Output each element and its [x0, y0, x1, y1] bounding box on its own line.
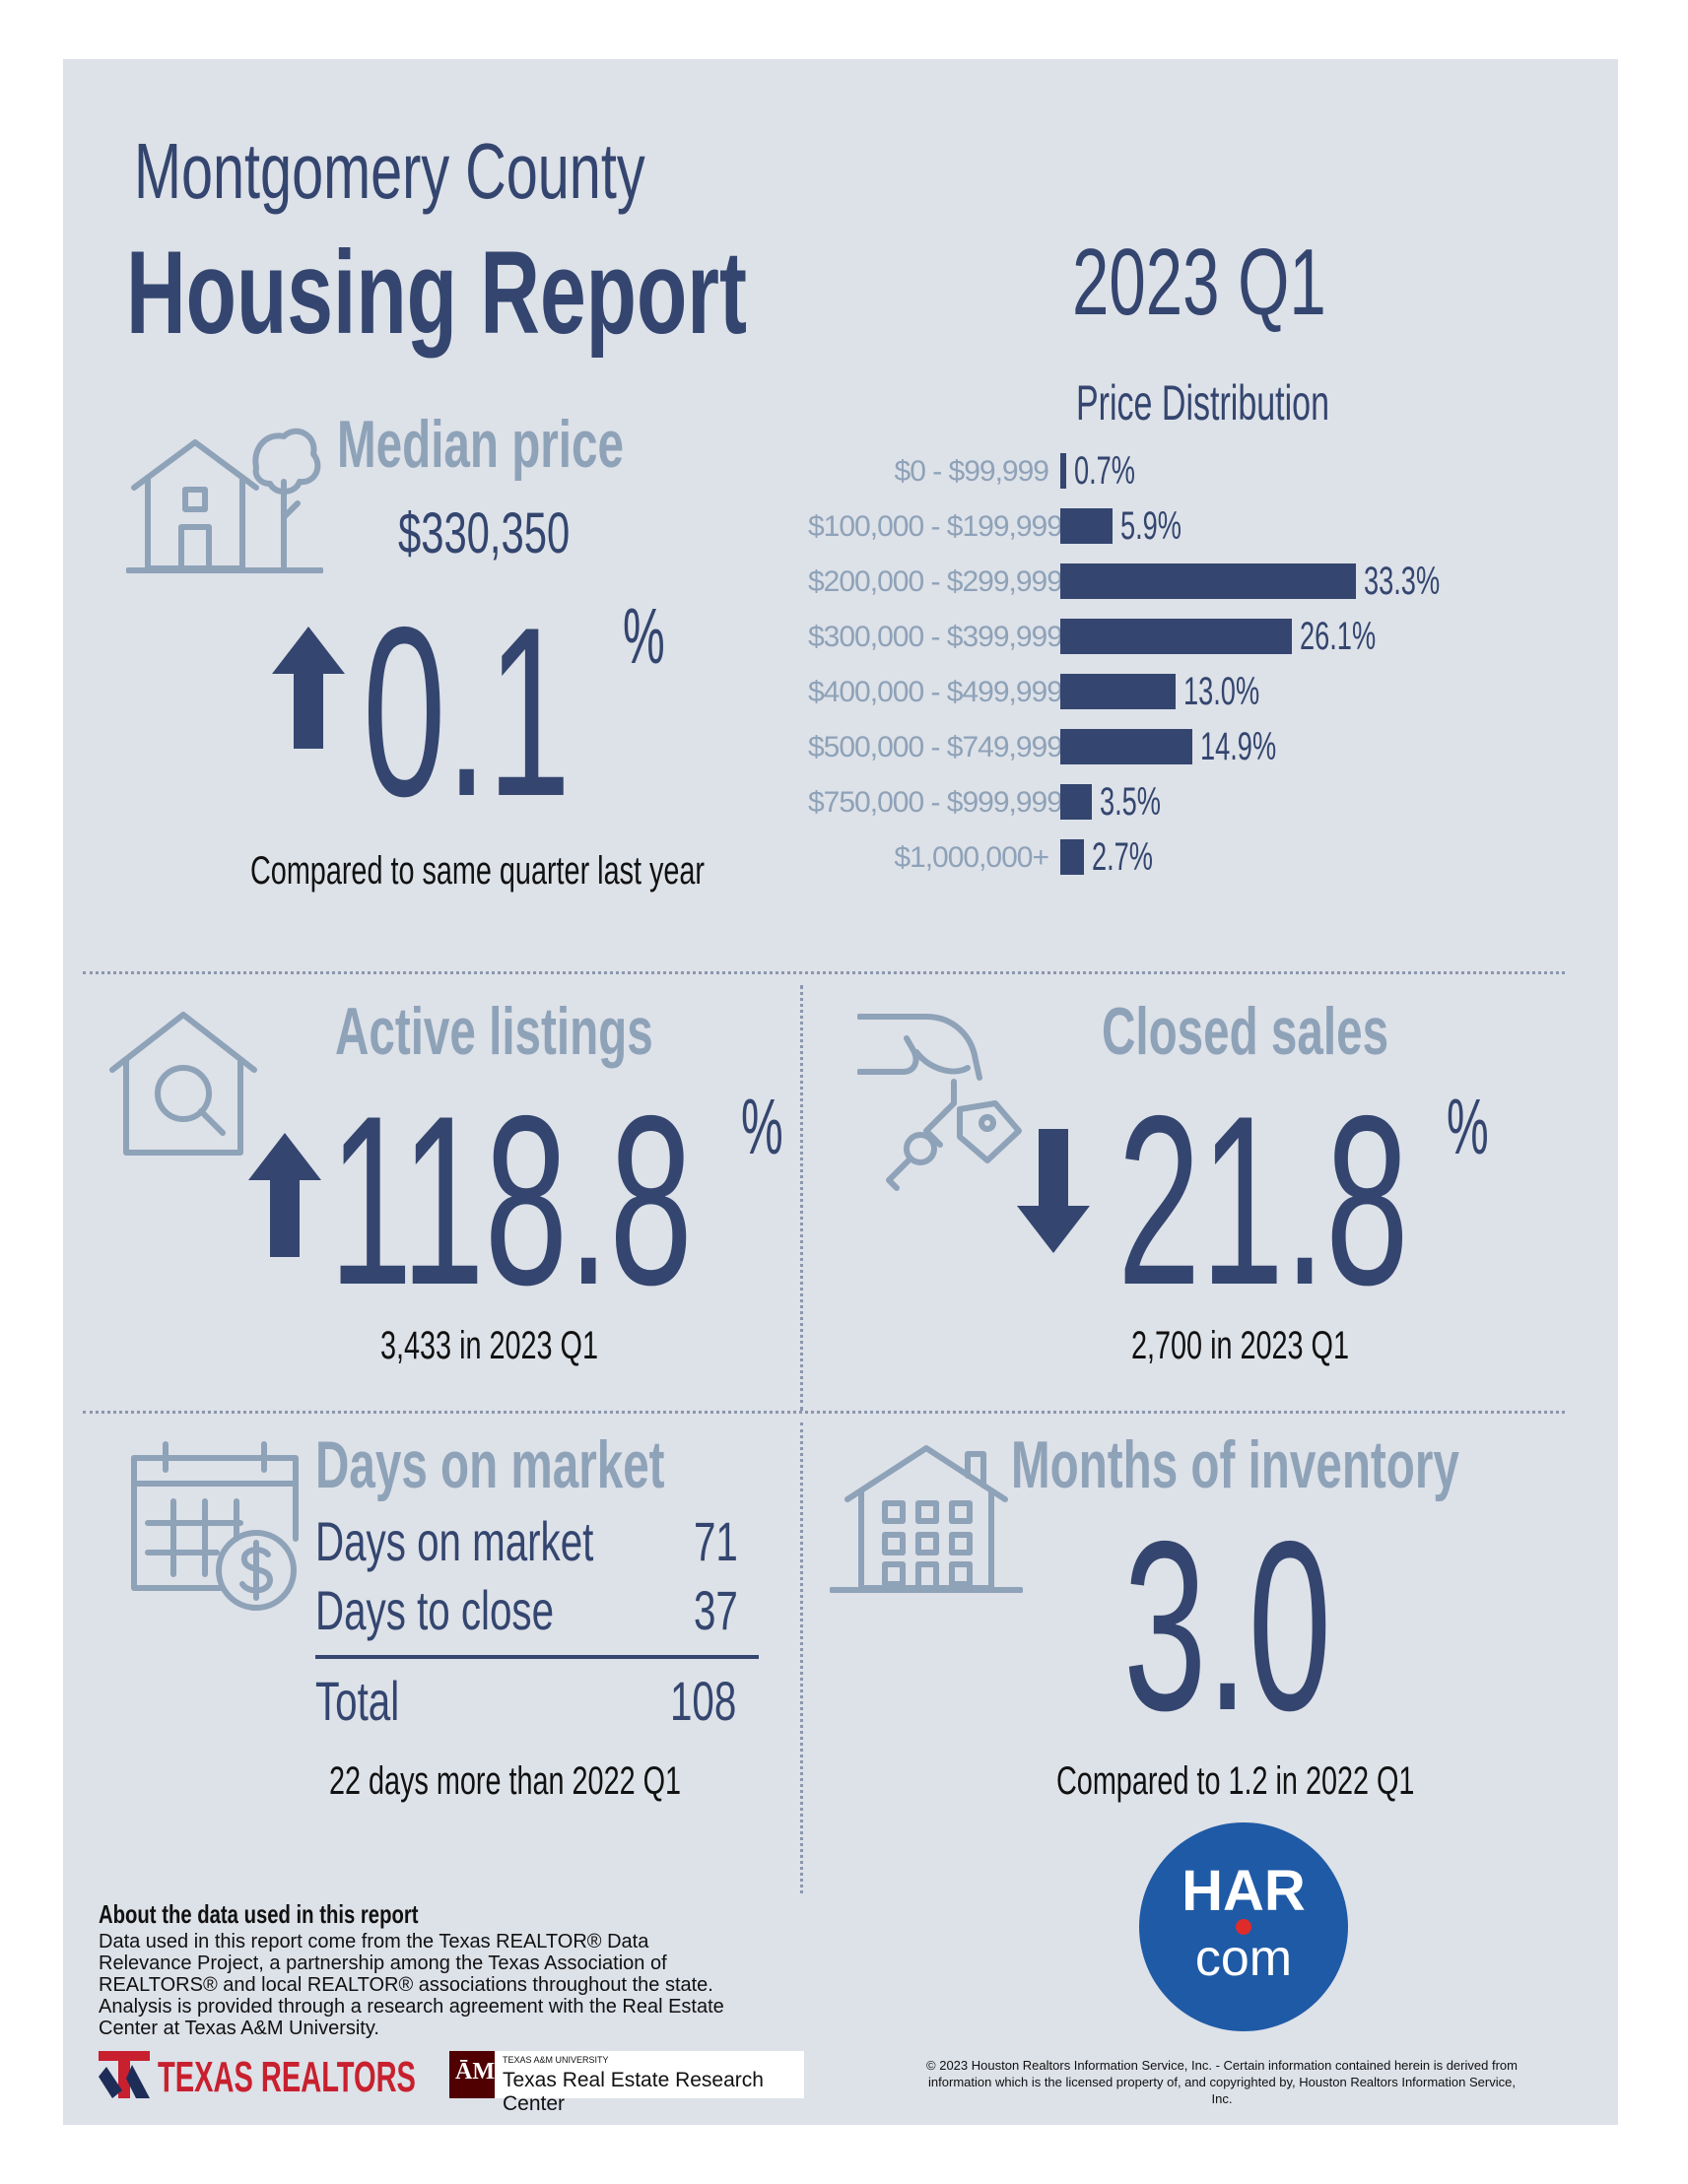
months-inventory-value: 3.0: [1123, 1490, 1332, 1760]
tamu-small-text: TEXAS A&M UNIVERSITY: [503, 2055, 609, 2065]
har-logo-top: HAR: [1182, 1859, 1306, 1923]
months-inventory-label: Months of inventory: [1011, 1427, 1459, 1502]
texas-realtors-logo: TEXAS REALTORS: [99, 2051, 424, 2101]
report-panel: [63, 59, 1618, 2125]
active-change-unit: %: [741, 1083, 783, 1170]
bar: [1060, 619, 1293, 654]
closed-caption: 2,700 in 2023 Q1: [1131, 1324, 1349, 1367]
quarter-label: 2023 Q1: [1072, 230, 1326, 335]
bar-category-label: $400,000 - $499,999: [808, 676, 1063, 708]
price-distribution-title: Price Distribution: [1076, 375, 1329, 430]
bar-value-label: 2.7%: [1092, 835, 1154, 879]
active-caption: 3,433 in 2023 Q1: [380, 1324, 598, 1367]
closed-sales-label: Closed sales: [1102, 994, 1389, 1069]
har-logo: HAR com: [1139, 1822, 1348, 2031]
bar-value-label: 5.9%: [1120, 504, 1182, 548]
arrow-up-icon: [272, 627, 345, 749]
calendar-dollar-icon: [131, 1441, 299, 1611]
bar-category-label: $200,000 - $299,999: [808, 565, 1063, 598]
tamu-logo: ĀM TEXAS A&M UNIVERSITY Texas Real Estat…: [449, 2051, 804, 2115]
tamu-mark-icon: ĀM: [449, 2051, 495, 2098]
median-caption: Compared to same quarter last year: [250, 849, 706, 893]
closed-change-value: 21.8: [1117, 1065, 1409, 1335]
active-listings-label: Active listings: [335, 994, 653, 1069]
har-dot-icon: [1236, 1919, 1251, 1935]
median-price-value: $330,350: [398, 501, 571, 565]
bar-value-label: 3.5%: [1099, 780, 1161, 824]
report-title: Housing Report: [126, 227, 747, 359]
bar-value-label: 13.0%: [1183, 670, 1260, 713]
bar-category-label: $750,000 - $999,999: [808, 786, 1063, 819]
months-caption: Compared to 1.2 in 2022 Q1: [1056, 1759, 1415, 1803]
closed-change-unit: %: [1447, 1083, 1489, 1170]
bar-category-label: $1,000,000+: [894, 841, 1049, 874]
bar-category-label: $100,000 - $199,999: [808, 510, 1063, 543]
bar: [1060, 674, 1177, 709]
arrow-up-icon: [248, 1133, 321, 1257]
dtc-row-label: Days to close: [315, 1579, 555, 1641]
dtc-row-value: 37: [694, 1579, 738, 1641]
building-icon: [830, 1445, 1023, 1593]
har-logo-bottom: com: [1194, 1930, 1293, 1987]
bar: [1060, 563, 1356, 599]
bar-value-label: 26.1%: [1300, 615, 1377, 658]
about-heading: About the data used in this report: [99, 1899, 419, 1929]
tamu-center-text: Texas Real Estate Research Center: [503, 2069, 764, 2115]
bar-value-label: 0.7%: [1074, 449, 1136, 493]
median-change-unit: %: [623, 592, 665, 680]
texas-realtors-mark-icon: [99, 2051, 150, 2098]
median-price-label: Median price: [337, 407, 624, 482]
dom-row-label: Days on market: [315, 1510, 594, 1572]
divider-vertical-2: [800, 1423, 803, 1893]
bar-category-label: $300,000 - $399,999: [808, 621, 1063, 653]
dom-row-value: 71: [694, 1510, 738, 1572]
hand-keys-icon: [857, 1014, 1022, 1191]
divider-vertical-1: [800, 985, 803, 1411]
county-title: Montgomery County: [134, 127, 645, 215]
total-value: 108: [670, 1670, 737, 1732]
active-change-value: 118.8: [329, 1065, 693, 1335]
bar-category-label: $0 - $99,999: [894, 455, 1049, 488]
bar: [1060, 508, 1114, 544]
bar: [1060, 453, 1067, 489]
bar: [1060, 729, 1193, 764]
bar: [1060, 839, 1085, 875]
bar-value-label: 33.3%: [1364, 560, 1441, 603]
copyright-text: © 2023 Houston Realtors Information Serv…: [926, 2058, 1518, 2106]
days-on-market-label: Days on market: [315, 1427, 665, 1502]
divider-horizontal-2: [83, 1411, 1565, 1414]
total-rule: [315, 1655, 759, 1659]
house-tree-icon: [126, 428, 323, 573]
texas-realtors-text: TEXAS REALTORS: [158, 2053, 416, 2101]
price-distribution-chart: $0 - $99,999 0.7% $100,000 - $199,999 5.9% $…: [808, 449, 1616, 896]
house-search-icon: [109, 1012, 257, 1156]
bar-category-label: $500,000 - $749,999: [808, 731, 1063, 763]
dom-caption: 22 days more than 2022 Q1: [329, 1759, 682, 1803]
divider-horizontal-1: [83, 971, 1565, 974]
bar-value-label: 14.9%: [1200, 725, 1277, 768]
total-label: Total: [315, 1670, 400, 1732]
median-change-value: 0.1: [363, 576, 572, 846]
about-text: Data used in this report come from the T…: [99, 1931, 724, 2039]
arrow-down-icon: [1017, 1129, 1090, 1253]
bar: [1060, 784, 1092, 820]
